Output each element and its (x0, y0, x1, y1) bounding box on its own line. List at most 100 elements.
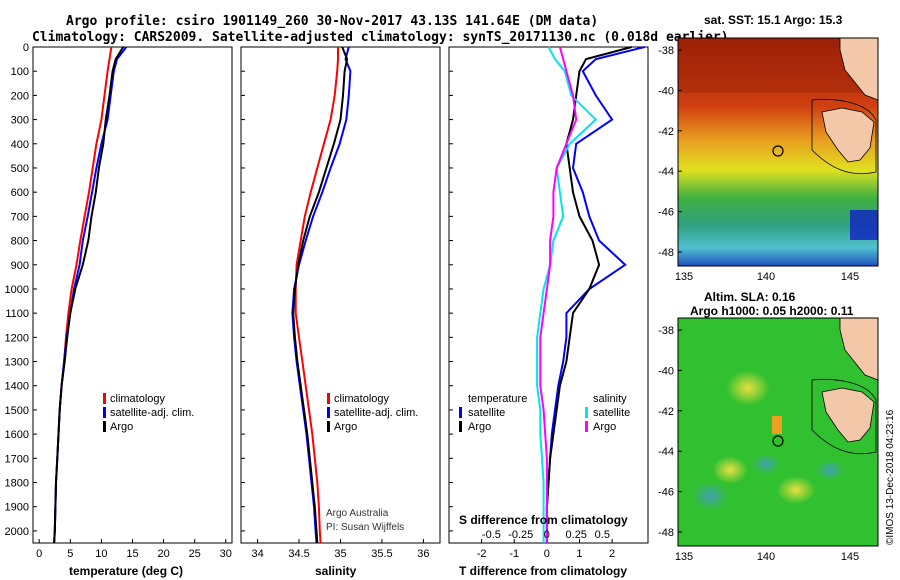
map-y-tick-label: -40 (658, 365, 674, 377)
sla-low-anomaly (752, 454, 780, 474)
x-tick-label: 35.5 (371, 548, 392, 560)
series-line-climatology (53, 46, 113, 544)
legend-swatch-t-argo (459, 421, 462, 432)
x-tick-label: 35 (334, 548, 346, 560)
s-tick-label: 0 (544, 529, 550, 541)
sla-high-anomaly (776, 476, 816, 504)
sla-map-frame (677, 317, 879, 547)
difference-axis-label: T difference from climatology (459, 564, 627, 578)
x-tick-label: 34 (251, 548, 263, 560)
title-line-2: Climatology: CARS2009. Satellite-adjuste… (32, 30, 729, 45)
legend-swatch-t-satellite (459, 407, 462, 418)
x-tick-label: 25 (189, 548, 201, 560)
legend-swatch-s-satellite (585, 407, 588, 418)
y-tick-label: 1100 (5, 308, 29, 320)
temperature-axes (32, 46, 233, 544)
s-tick-label: 0.25 (566, 529, 587, 541)
map-x-tick-label: 145 (841, 271, 859, 283)
series-line-climatology (294, 47, 339, 544)
sla-map-subtitle: Argo h1000: 0.05 h2000: 0.11 (690, 304, 854, 318)
y-tick-label: 1600 (5, 429, 29, 441)
y-tick-label: 1300 (5, 357, 29, 369)
map-y-tick-label: -48 (658, 527, 674, 539)
argo-location-marker (772, 145, 784, 157)
y-tick-label: 100 (11, 66, 29, 78)
tasmania-land (821, 387, 875, 443)
y-tick-label: 1200 (5, 332, 29, 344)
x-tick-label: 0 (544, 548, 550, 560)
legend-swatch-argo (103, 421, 106, 432)
y-tick-label: 200 (11, 90, 29, 102)
s-difference-ticks: -0.5 -0.25 0 0.25 0.5 (482, 529, 610, 541)
legend-swatch-climatology (103, 393, 106, 404)
x-tick-label: 1 (576, 548, 582, 560)
temperature-axis-label: temperature (deg C) (69, 564, 183, 578)
sla-low-anomaly (692, 482, 728, 510)
difference-legend: temperature satellite Argo salinity sate… (459, 393, 630, 527)
legend-argo: Argo (334, 421, 357, 433)
bathymetry-contour (811, 99, 877, 175)
s-tick-label: -0.25 (508, 529, 533, 541)
sla-high-anomaly (712, 456, 748, 484)
y-tick-label: 1400 (5, 381, 29, 393)
map-y-tick-label: -38 (658, 325, 674, 337)
legend-salinity-heading: salinity (593, 393, 627, 405)
map-x-tick-label: 140 (757, 271, 775, 283)
sst-map-frame (677, 37, 879, 267)
x-tick-label: 2 (609, 548, 615, 560)
legend-satellite: satellite-adj. clim. (334, 407, 418, 419)
salinity-legend: climatology satellite-adj. clim. Argo Ar… (326, 393, 418, 533)
map-x-tick-label: 135 (675, 551, 693, 563)
map-y-tick-label: -42 (658, 126, 674, 138)
y-tick-label: 1800 (5, 478, 29, 490)
x-tick-label: 36 (417, 548, 429, 560)
map-y-tick-label: -42 (658, 406, 674, 418)
series-line-s-satellite (536, 46, 598, 543)
y-tick-label: 800 (11, 236, 29, 248)
y-tick-label: 700 (11, 211, 29, 223)
sst-map (677, 37, 879, 267)
legend-swatch-climatology (327, 393, 330, 404)
sla-map (677, 317, 879, 547)
legend-climatology: climatology (334, 393, 390, 405)
legend-t-argo: Argo (468, 421, 491, 433)
annotation-argo-australia: Argo Australia (326, 508, 389, 519)
series-line-satellite-adj-clim- (291, 46, 352, 544)
s-tick-label: -0.5 (482, 529, 501, 541)
x-tick-label: 20 (157, 548, 169, 560)
map-y-tick-label: -44 (658, 446, 674, 458)
y-tick-label: 300 (11, 115, 29, 127)
y-tick-label: 0 (23, 42, 29, 54)
legend-s-satellite: satellite (593, 407, 630, 419)
y-tick-label: 1700 (5, 453, 29, 465)
title-line-1: Argo profile: csiro 1901149_260 30-Nov-2… (66, 14, 598, 29)
series-line-argo (53, 46, 125, 544)
x-tick-label: 0 (36, 548, 42, 560)
y-tick-label: 500 (11, 163, 29, 175)
y-tick-label: 400 (11, 139, 29, 151)
annotation-pi: PI: Susan Wijffels (326, 522, 404, 533)
map-x-tick-label: 140 (757, 551, 775, 563)
legend-t-satellite: satellite (468, 407, 505, 419)
x-tick-label: 30 (220, 548, 232, 560)
sst-map-title: sat. SST: 15.1 Argo: 15.3 (704, 13, 843, 27)
map-y-tick-label: -46 (658, 207, 674, 219)
x-tick-label: 10 (95, 548, 107, 560)
map-x-tick-label: 135 (675, 271, 693, 283)
x-tick-label: 34.5 (288, 548, 309, 560)
y-tick-label: 900 (11, 260, 29, 272)
s-tick-label: 0.5 (595, 529, 610, 541)
map-y-tick-label: -46 (658, 487, 674, 499)
sla-hot-spot (772, 416, 782, 434)
legend-s-argo: Argo (593, 421, 616, 433)
argo-location-marker (772, 435, 784, 447)
series-line-t-satellite (545, 46, 645, 543)
legend-climatology: climatology (110, 393, 166, 405)
series-line-satellite-adj-clim- (53, 46, 128, 544)
series-line-argo (292, 46, 349, 544)
legend-argo: Argo (110, 421, 133, 433)
map-x-tick-label: 145 (841, 551, 859, 563)
tasmania-land (821, 107, 875, 163)
legend-satellite: satellite-adj. clim. (110, 407, 194, 419)
x-tick-label: -1 (509, 548, 519, 560)
